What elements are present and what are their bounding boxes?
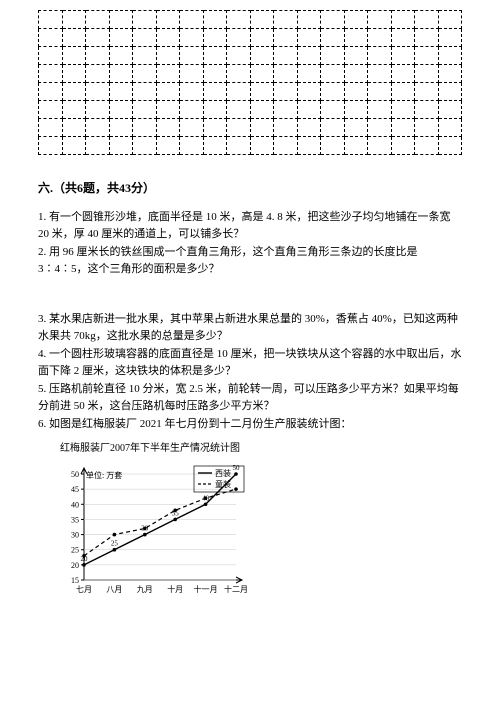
chart-container: 红梅服装厂2007年下半年生产情况统计图 15 20 25 30 35 40 45 50 单位:… bbox=[38, 441, 462, 615]
svg-text:十月: 十月 bbox=[167, 584, 183, 594]
svg-text:50: 50 bbox=[233, 464, 241, 472]
svg-text:40: 40 bbox=[71, 500, 79, 509]
svg-text:七月: 七月 bbox=[76, 585, 92, 594]
answer-grid bbox=[38, 10, 462, 155]
svg-text:50: 50 bbox=[71, 470, 79, 479]
svg-text:十二月: 十二月 bbox=[224, 584, 248, 594]
svg-text:西装: 西装 bbox=[215, 468, 231, 478]
line-chart: 1520253035404550单位: 万套七月八月九月十月十一月十二月2025… bbox=[48, 460, 268, 615]
svg-text:25: 25 bbox=[111, 539, 119, 547]
svg-text:20: 20 bbox=[71, 560, 79, 569]
svg-text:九月: 九月 bbox=[137, 585, 153, 594]
svg-text:单位: 万套: 单位: 万套 bbox=[86, 470, 122, 480]
question-1: 1. 有一个圆锥形沙堆，底面半径是 10 米，高是 4. 8 米，把这些沙子均匀… bbox=[38, 209, 462, 242]
svg-text:25: 25 bbox=[71, 545, 79, 554]
svg-text:童装: 童装 bbox=[215, 479, 231, 489]
grid-table bbox=[38, 10, 462, 155]
svg-text:八月: 八月 bbox=[106, 585, 122, 594]
svg-text:30: 30 bbox=[71, 530, 79, 539]
chart-title: 红梅服装厂2007年下半年生产情况统计图 bbox=[60, 441, 462, 456]
section-title: 六.（共6题，共43分） bbox=[38, 179, 462, 197]
svg-text:15: 15 bbox=[71, 576, 79, 585]
question-6: 6. 如图是红梅服装厂 2021 年七月份到十二月份生产服装统计图： bbox=[38, 416, 462, 433]
question-5: 5. 压路机前轮直径 10 分米，宽 2.5 米，前轮转一周，可以压路多少平方米… bbox=[38, 381, 462, 414]
spacer bbox=[38, 279, 462, 309]
question-4: 4. 一个圆柱形玻璃容器的底面直径是 10 厘米，把一块铁块从这个容器的水中取出… bbox=[38, 346, 462, 379]
svg-text:35: 35 bbox=[71, 515, 79, 524]
question-3: 3. 某水果店新进一批水果，其中苹果占新进水果总量的 30%，香蕉占 40%，已… bbox=[38, 311, 462, 344]
svg-text:45: 45 bbox=[71, 485, 79, 494]
question-2: 2. 用 96 厘米长的铁丝围成一个直角三角形，这个直角三角形三条边的长度比是 … bbox=[38, 244, 462, 277]
svg-text:十一月: 十一月 bbox=[194, 584, 218, 594]
